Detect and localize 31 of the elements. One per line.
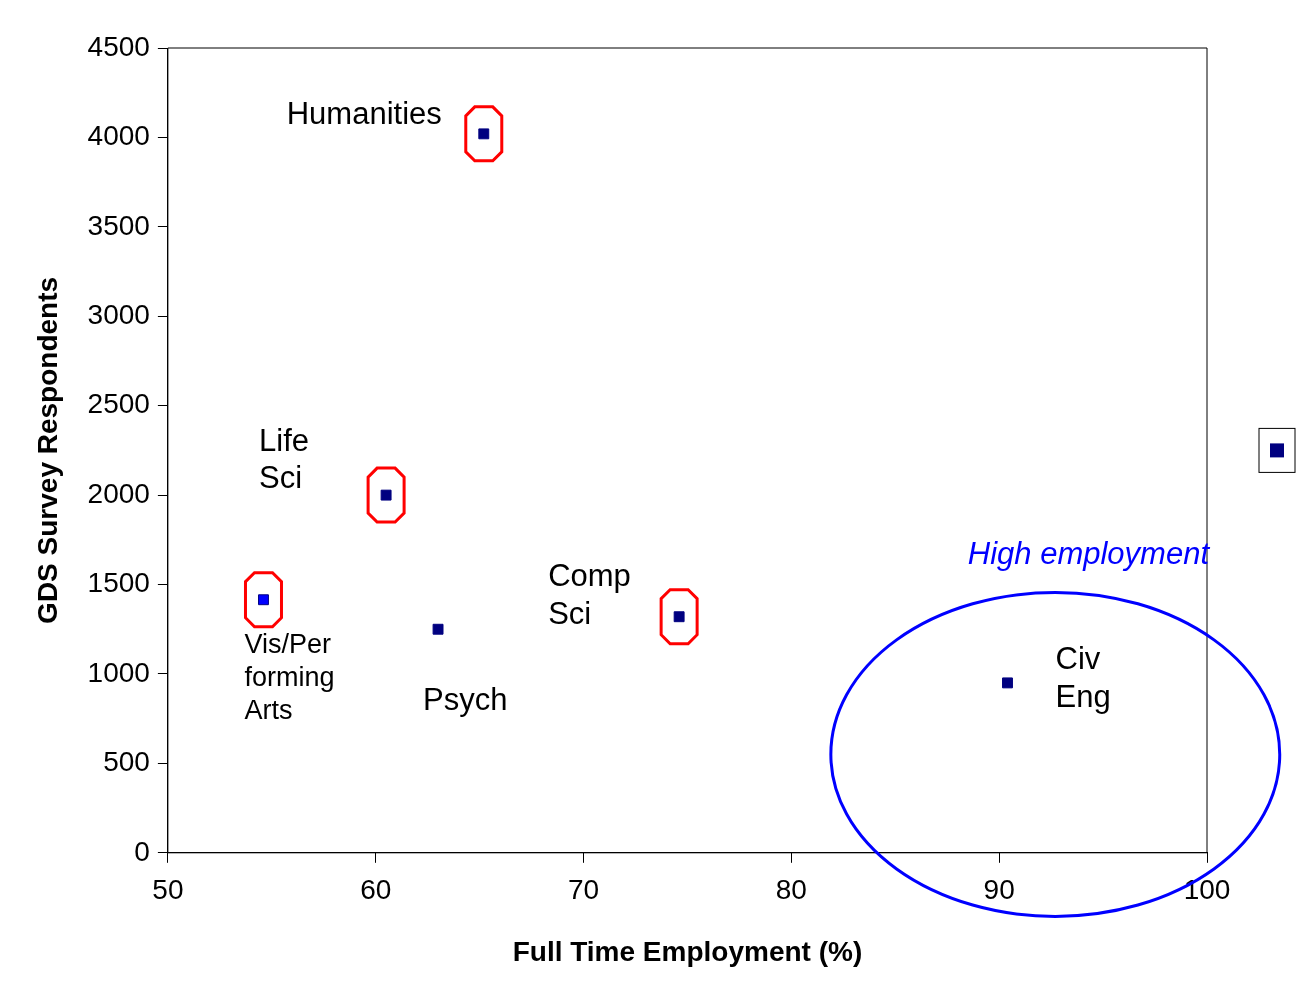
x-tick-label: 100 [1183,874,1231,906]
annotation: Vis/Per forming Arts [244,629,335,726]
y-tick-label: 2000 [87,477,150,509]
point [432,623,444,635]
point [258,594,269,606]
x-axis-title: Full Time Employment (%) [512,935,863,967]
x-tick-label: 50 [152,874,184,906]
annotation: Humanities [286,96,442,132]
y-axis-title: GDS Survey Respondents [31,276,63,624]
x-tick-label: 60 [360,874,392,906]
y-tick-label: 3000 [87,298,150,330]
y-tick-label: 4000 [87,120,150,152]
y-tick-label: 3500 [87,209,150,241]
annotation: Psych [423,681,508,717]
annotation: High employment [967,535,1211,571]
y-tick-label: 2500 [87,388,150,420]
x-tick-label: 90 [983,874,1015,906]
point [1002,677,1013,689]
y-tick-label: 1000 [87,656,150,688]
point [380,489,392,501]
y-tick-label: 1500 [87,567,150,599]
annotation: Civ Eng [1055,641,1111,715]
x-tick-label: 70 [567,874,600,906]
annotation: Life Sci [259,422,310,496]
point [673,611,685,623]
y-tick-label: 0 [134,835,150,867]
y-tick-label: 4500 [87,30,150,62]
y-tick-label: 500 [103,746,150,778]
point [478,128,490,140]
x-tick-label: 80 [775,874,807,906]
annotation: Comp Sci [548,558,631,632]
